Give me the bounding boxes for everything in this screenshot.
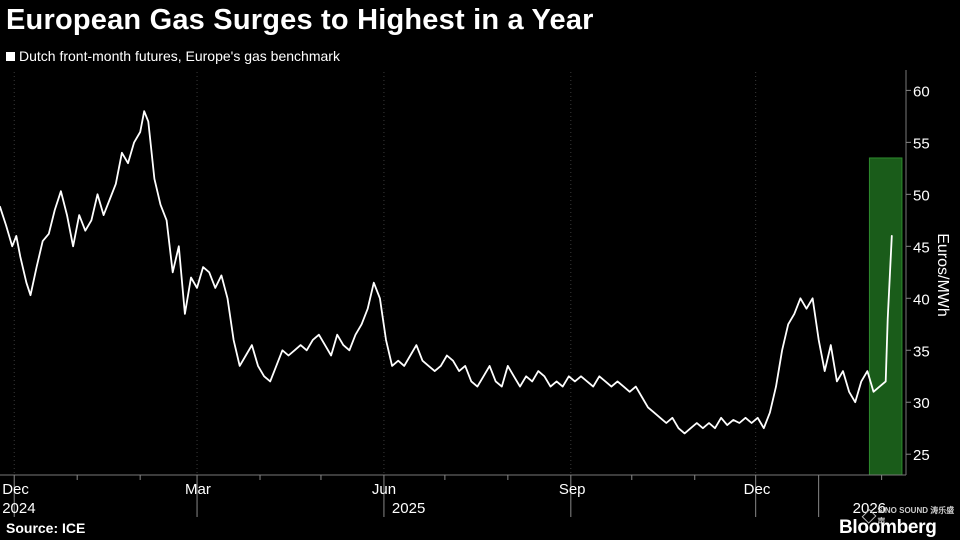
x-month-label-0: Dec: [2, 481, 29, 498]
y-tick-label-40: 40: [913, 291, 930, 308]
y-tick-label-30: 30: [913, 395, 930, 412]
y-tick-label-35: 35: [913, 343, 930, 360]
brand-logo: Bloomberg: [839, 517, 937, 538]
y-tick-label-55: 55: [913, 135, 930, 152]
y-tick-label-25: 25: [913, 447, 930, 464]
watermark: SINO SOUND 涛乐盛声: [861, 506, 956, 526]
source-note: Source: ICE: [6, 520, 86, 536]
series-line-0: [0, 110, 893, 435]
x-month-label-4: Dec: [744, 481, 771, 498]
x-month-label-1: Mar: [185, 481, 211, 498]
y-tick-label-60: 60: [913, 83, 930, 100]
x-year-label-0: 2024: [2, 500, 35, 517]
highlight-band: [868, 157, 903, 476]
legend-label: Dutch front-month futures, Europe's gas …: [19, 48, 340, 64]
legend: Dutch front-month futures, Europe's gas …: [6, 48, 340, 64]
watermark-text: SINO SOUND 涛乐盛声: [877, 506, 955, 526]
chart-title: European Gas Surges to Highest in a Year: [6, 4, 594, 36]
x-month-label-3: Sep: [559, 481, 586, 498]
y-tick-label-45: 45: [913, 239, 930, 256]
x-year-label-2: 2026: [853, 500, 886, 517]
x-year-label-1: 2025: [392, 500, 425, 517]
x-month-label-2: Jun: [372, 481, 396, 498]
legend-swatch: [6, 51, 15, 61]
y-tick-label-50: 50: [913, 187, 930, 204]
y-axis-label: Euros/MWh: [934, 233, 951, 317]
